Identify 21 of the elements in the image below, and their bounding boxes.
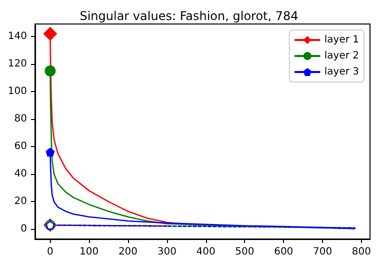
x-tick-label: 600 xyxy=(274,246,294,258)
x-tick-label: 800 xyxy=(352,246,371,258)
x-tick-label: 0 xyxy=(46,246,54,258)
x-tick-label: 700 xyxy=(312,246,332,258)
y-tick-label: 20 xyxy=(14,196,27,208)
x-tick-label: 300 xyxy=(157,246,176,258)
legend-label: layer 2 xyxy=(324,50,360,62)
y-tick-label: 40 xyxy=(14,168,27,180)
x-tick-label: 100 xyxy=(80,246,99,258)
chart-title: Singular values: Fashion, glorot, 784 xyxy=(80,9,298,23)
y-tick-label: 80 xyxy=(14,114,27,125)
y-tick-label: 0 xyxy=(20,224,27,235)
x-tick-label: 400 xyxy=(196,246,216,258)
y-tick-label: 100 xyxy=(8,86,27,98)
legend-label: layer 3 xyxy=(324,66,360,78)
legend-label: layer 1 xyxy=(324,34,360,46)
y-tick-label: 140 xyxy=(8,31,27,42)
y-tick-label: 60 xyxy=(14,141,27,152)
x-tick-label: 200 xyxy=(118,246,138,258)
x-tick-label: 500 xyxy=(235,246,254,258)
y-tick-label: 120 xyxy=(8,58,27,70)
